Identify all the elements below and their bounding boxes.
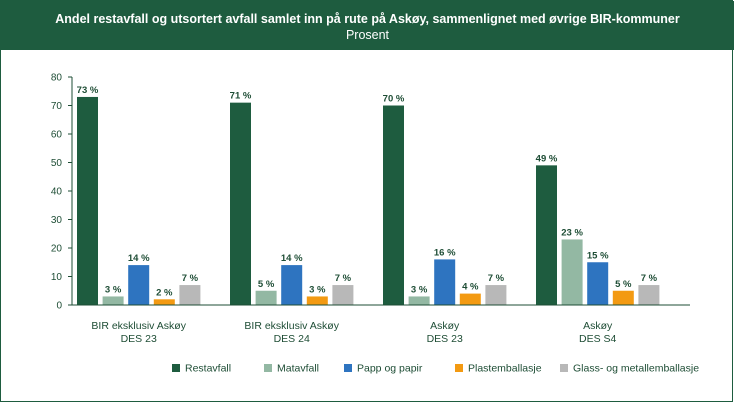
bar-restavfall: [77, 96, 98, 305]
data-label: 4 %: [462, 282, 479, 293]
y-tick-label: 40: [51, 187, 63, 198]
y-tick-label: 10: [51, 272, 63, 283]
bar-papp-og-papir: [434, 259, 456, 305]
data-label: 71 %: [230, 91, 252, 102]
x-category-label: Askøy: [583, 320, 613, 332]
legend-swatch: [344, 364, 352, 372]
y-tick-label: 50: [51, 158, 63, 169]
data-label: 7 %: [335, 273, 352, 284]
data-label: 14 %: [281, 253, 303, 264]
x-category-label: Askøy: [430, 320, 460, 332]
bar-restavfall: [383, 105, 404, 305]
data-label: 14 %: [128, 253, 150, 264]
data-label: 5 %: [615, 279, 632, 290]
bar-matavfall: [102, 296, 124, 305]
y-tick-label: 0: [56, 301, 62, 312]
x-category-label: DES 24: [274, 333, 310, 345]
bar-plastemballasje: [153, 299, 175, 305]
legend-swatch: [455, 364, 463, 372]
legend-swatch: [172, 364, 180, 372]
data-label: 7 %: [641, 273, 658, 284]
x-category-label: BIR eksklusiv Askøy: [91, 320, 186, 332]
data-label: 15 %: [587, 250, 609, 261]
y-tick-label: 20: [51, 244, 63, 255]
legend-label: Glass- og metallemballasje: [573, 363, 699, 375]
bar-glass-og-metallemballasje: [638, 285, 660, 305]
bar-glass-og-metallemballasje: [485, 285, 507, 305]
data-label: 49 %: [536, 153, 558, 164]
y-tick-label: 80: [51, 73, 63, 84]
bar-matavfall: [255, 290, 277, 305]
legend-label: Papp og papir: [357, 363, 423, 375]
y-tick-label: 60: [51, 130, 63, 141]
bar-restavfall: [230, 102, 251, 306]
chart-subtitle: Prosent: [345, 28, 390, 42]
bar-plastemballasje: [306, 296, 328, 305]
data-label: 23 %: [561, 227, 583, 238]
data-label: 7 %: [488, 273, 505, 284]
bar-papp-og-papir: [587, 262, 609, 305]
bar-plastemballasje: [459, 293, 481, 305]
data-label: 3 %: [411, 284, 428, 295]
x-category-label: BIR eksklusiv Askøy: [244, 320, 339, 332]
x-category-label: DES 23: [427, 333, 463, 345]
bar-glass-og-metallemballasje: [179, 285, 201, 305]
data-label: 16 %: [434, 247, 456, 258]
x-category-label: DES 23: [121, 333, 157, 345]
legend-label: Restavfall: [185, 363, 231, 375]
bar-restavfall: [536, 165, 557, 305]
data-label: 5 %: [258, 279, 275, 290]
chart-title: Andel restavfall og utsortert avfall sam…: [55, 12, 680, 26]
legend-swatch: [560, 364, 568, 372]
y-tick-label: 70: [51, 101, 63, 112]
data-label: 3 %: [105, 284, 122, 295]
data-label: 3 %: [309, 284, 326, 295]
legend-swatch: [264, 364, 272, 372]
chart-header: Andel restavfall og utsortert avfall sam…: [1, 1, 734, 50]
data-label: 2 %: [156, 287, 173, 298]
bar-glass-og-metallemballasje: [332, 285, 354, 305]
data-label: 7 %: [182, 273, 199, 284]
data-label: 70 %: [383, 94, 405, 105]
legend-label: Plastemballasje: [468, 363, 542, 375]
x-category-label: DES S4: [579, 333, 617, 345]
bar-plastemballasje: [612, 290, 634, 305]
bar-matavfall: [561, 239, 583, 305]
data-label: 73 %: [77, 85, 99, 96]
y-tick-label: 30: [51, 215, 63, 226]
bar-papp-og-papir: [128, 265, 150, 305]
bar-papp-og-papir: [281, 265, 303, 305]
legend-label: Matavfall: [277, 363, 319, 375]
bar-matavfall: [408, 296, 430, 305]
